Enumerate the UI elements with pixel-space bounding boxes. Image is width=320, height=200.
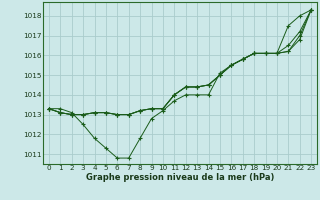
X-axis label: Graphe pression niveau de la mer (hPa): Graphe pression niveau de la mer (hPa) — [86, 173, 274, 182]
